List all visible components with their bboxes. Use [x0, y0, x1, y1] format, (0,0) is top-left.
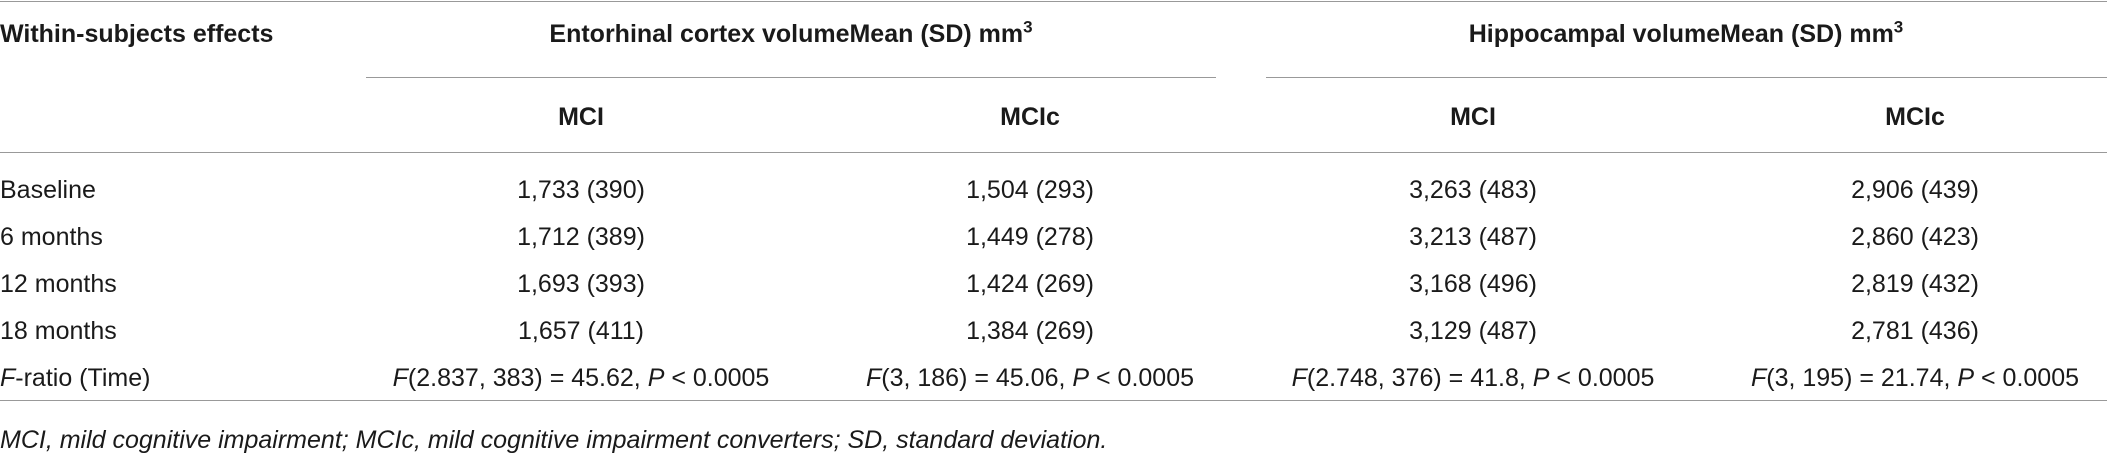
cell: 2,906 (439) [1851, 175, 1979, 205]
cell: F(3, 186) = 45.06, P < 0.0005 [866, 363, 1194, 393]
group-title: Entorhinal cortex volumeMean (SD) mm [549, 20, 1024, 48]
text-segment: 1,449 (278) [966, 223, 1094, 251]
text-segment: 1,424 (269) [966, 270, 1094, 298]
text-segment: 2,860 (423) [1851, 223, 1979, 251]
bottom-rule [0, 400, 2107, 401]
top-rule [0, 1, 2107, 2]
cell: 3,168 (496) [1409, 269, 1537, 299]
text-segment: F [0, 364, 16, 392]
row-label: Baseline [0, 175, 96, 205]
text-segment: 1,712 (389) [517, 223, 645, 251]
text-segment: 2,906 (439) [1851, 176, 1979, 204]
unit-exponent: 3 [1893, 17, 1904, 37]
text-segment: P [1072, 364, 1090, 392]
header-rule [0, 152, 2107, 153]
cell: 1,504 (293) [966, 175, 1094, 205]
cell: 2,819 (432) [1851, 269, 1979, 299]
text-segment: Baseline [0, 176, 96, 204]
group-rule [1266, 77, 2107, 78]
group-header: Entorhinal cortex volumeMean (SD) mm3 [549, 19, 1032, 49]
text-segment: P [1532, 364, 1550, 392]
column-header: MCI [1450, 103, 1496, 131]
group-header: Hippocampal volumeMean (SD) mm3 [1469, 19, 1904, 49]
cell: 1,693 (393) [517, 269, 645, 299]
text-segment: F [392, 364, 408, 392]
cell: 2,781 (436) [1851, 316, 1979, 346]
text-segment: 1,504 (293) [966, 176, 1094, 204]
column-header: MCIc [1885, 103, 1945, 131]
group-title: Hippocampal volumeMean (SD) mm [1468, 20, 1894, 48]
cell: F(3, 195) = 21.74, P < 0.0005 [1751, 363, 2079, 393]
text-segment: 1,384 (269) [966, 317, 1094, 345]
text-segment: 2,819 (432) [1851, 270, 1979, 298]
row-label: 18 months [0, 316, 117, 346]
text-segment: P [1957, 364, 1975, 392]
unit-exponent: 3 [1023, 17, 1033, 37]
text-segment: < 0.0005 [664, 364, 770, 392]
text-segment: (3, 186) = 45.06, [881, 364, 1073, 392]
cell: 1,733 (390) [517, 175, 645, 205]
cell: 3,129 (487) [1409, 316, 1537, 346]
text-segment: (3, 195) = 21.74, [1766, 364, 1958, 392]
row-label: F-ratio (Time) [0, 363, 150, 393]
text-segment: 2,781 (436) [1851, 317, 1979, 345]
text-segment: 3,263 (483) [1409, 176, 1537, 204]
text-segment: 1,693 (393) [517, 270, 645, 298]
cell: 1,384 (269) [966, 316, 1094, 346]
text-segment: 18 months [0, 317, 117, 345]
cell: F(2.748, 376) = 41.8, P < 0.0005 [1292, 363, 1655, 393]
row-label: 12 months [0, 269, 117, 299]
text-segment: < 0.0005 [1549, 364, 1655, 392]
cell: 1,657 (411) [518, 316, 644, 346]
text-segment: 3,213 (487) [1409, 223, 1537, 251]
text-segment: (2.837, 383) = 45.62, [407, 364, 648, 392]
cell: 1,424 (269) [966, 269, 1094, 299]
column-header: MCIc [1000, 103, 1060, 131]
text-segment: (2.748, 376) = 41.8, [1306, 364, 1533, 392]
cell: 1,449 (278) [966, 222, 1094, 252]
cell: F(2.837, 383) = 45.62, P < 0.0005 [393, 363, 770, 393]
text-segment: F [865, 364, 882, 392]
text-segment: -ratio (Time) [15, 364, 151, 392]
text-segment: P [647, 364, 665, 392]
text-segment: 3,168 (496) [1409, 270, 1537, 298]
text-segment: F [1750, 364, 1767, 392]
cell: 3,263 (483) [1409, 175, 1537, 205]
text-segment: F [1291, 364, 1307, 392]
text-segment: < 0.0005 [1089, 364, 1195, 392]
cell: 3,213 (487) [1409, 222, 1537, 252]
text-segment: 12 months [0, 270, 117, 298]
text-segment: 1,733 (390) [517, 176, 645, 204]
cell: 2,860 (423) [1851, 222, 1979, 252]
row-label: 6 months [0, 222, 103, 252]
column-header: MCI [558, 103, 604, 131]
text-segment: 3,129 (487) [1409, 317, 1537, 345]
text-segment: < 0.0005 [1974, 364, 2080, 392]
group-rule [366, 77, 1216, 78]
footnote: MCI, mild cognitive impairment; MCIc, mi… [0, 426, 1108, 454]
cell: 1,712 (389) [517, 222, 645, 252]
stub-header: Within-subjects effects [0, 20, 274, 48]
text-segment: 1,657 (411) [517, 317, 645, 345]
text-segment: 6 months [0, 223, 103, 251]
